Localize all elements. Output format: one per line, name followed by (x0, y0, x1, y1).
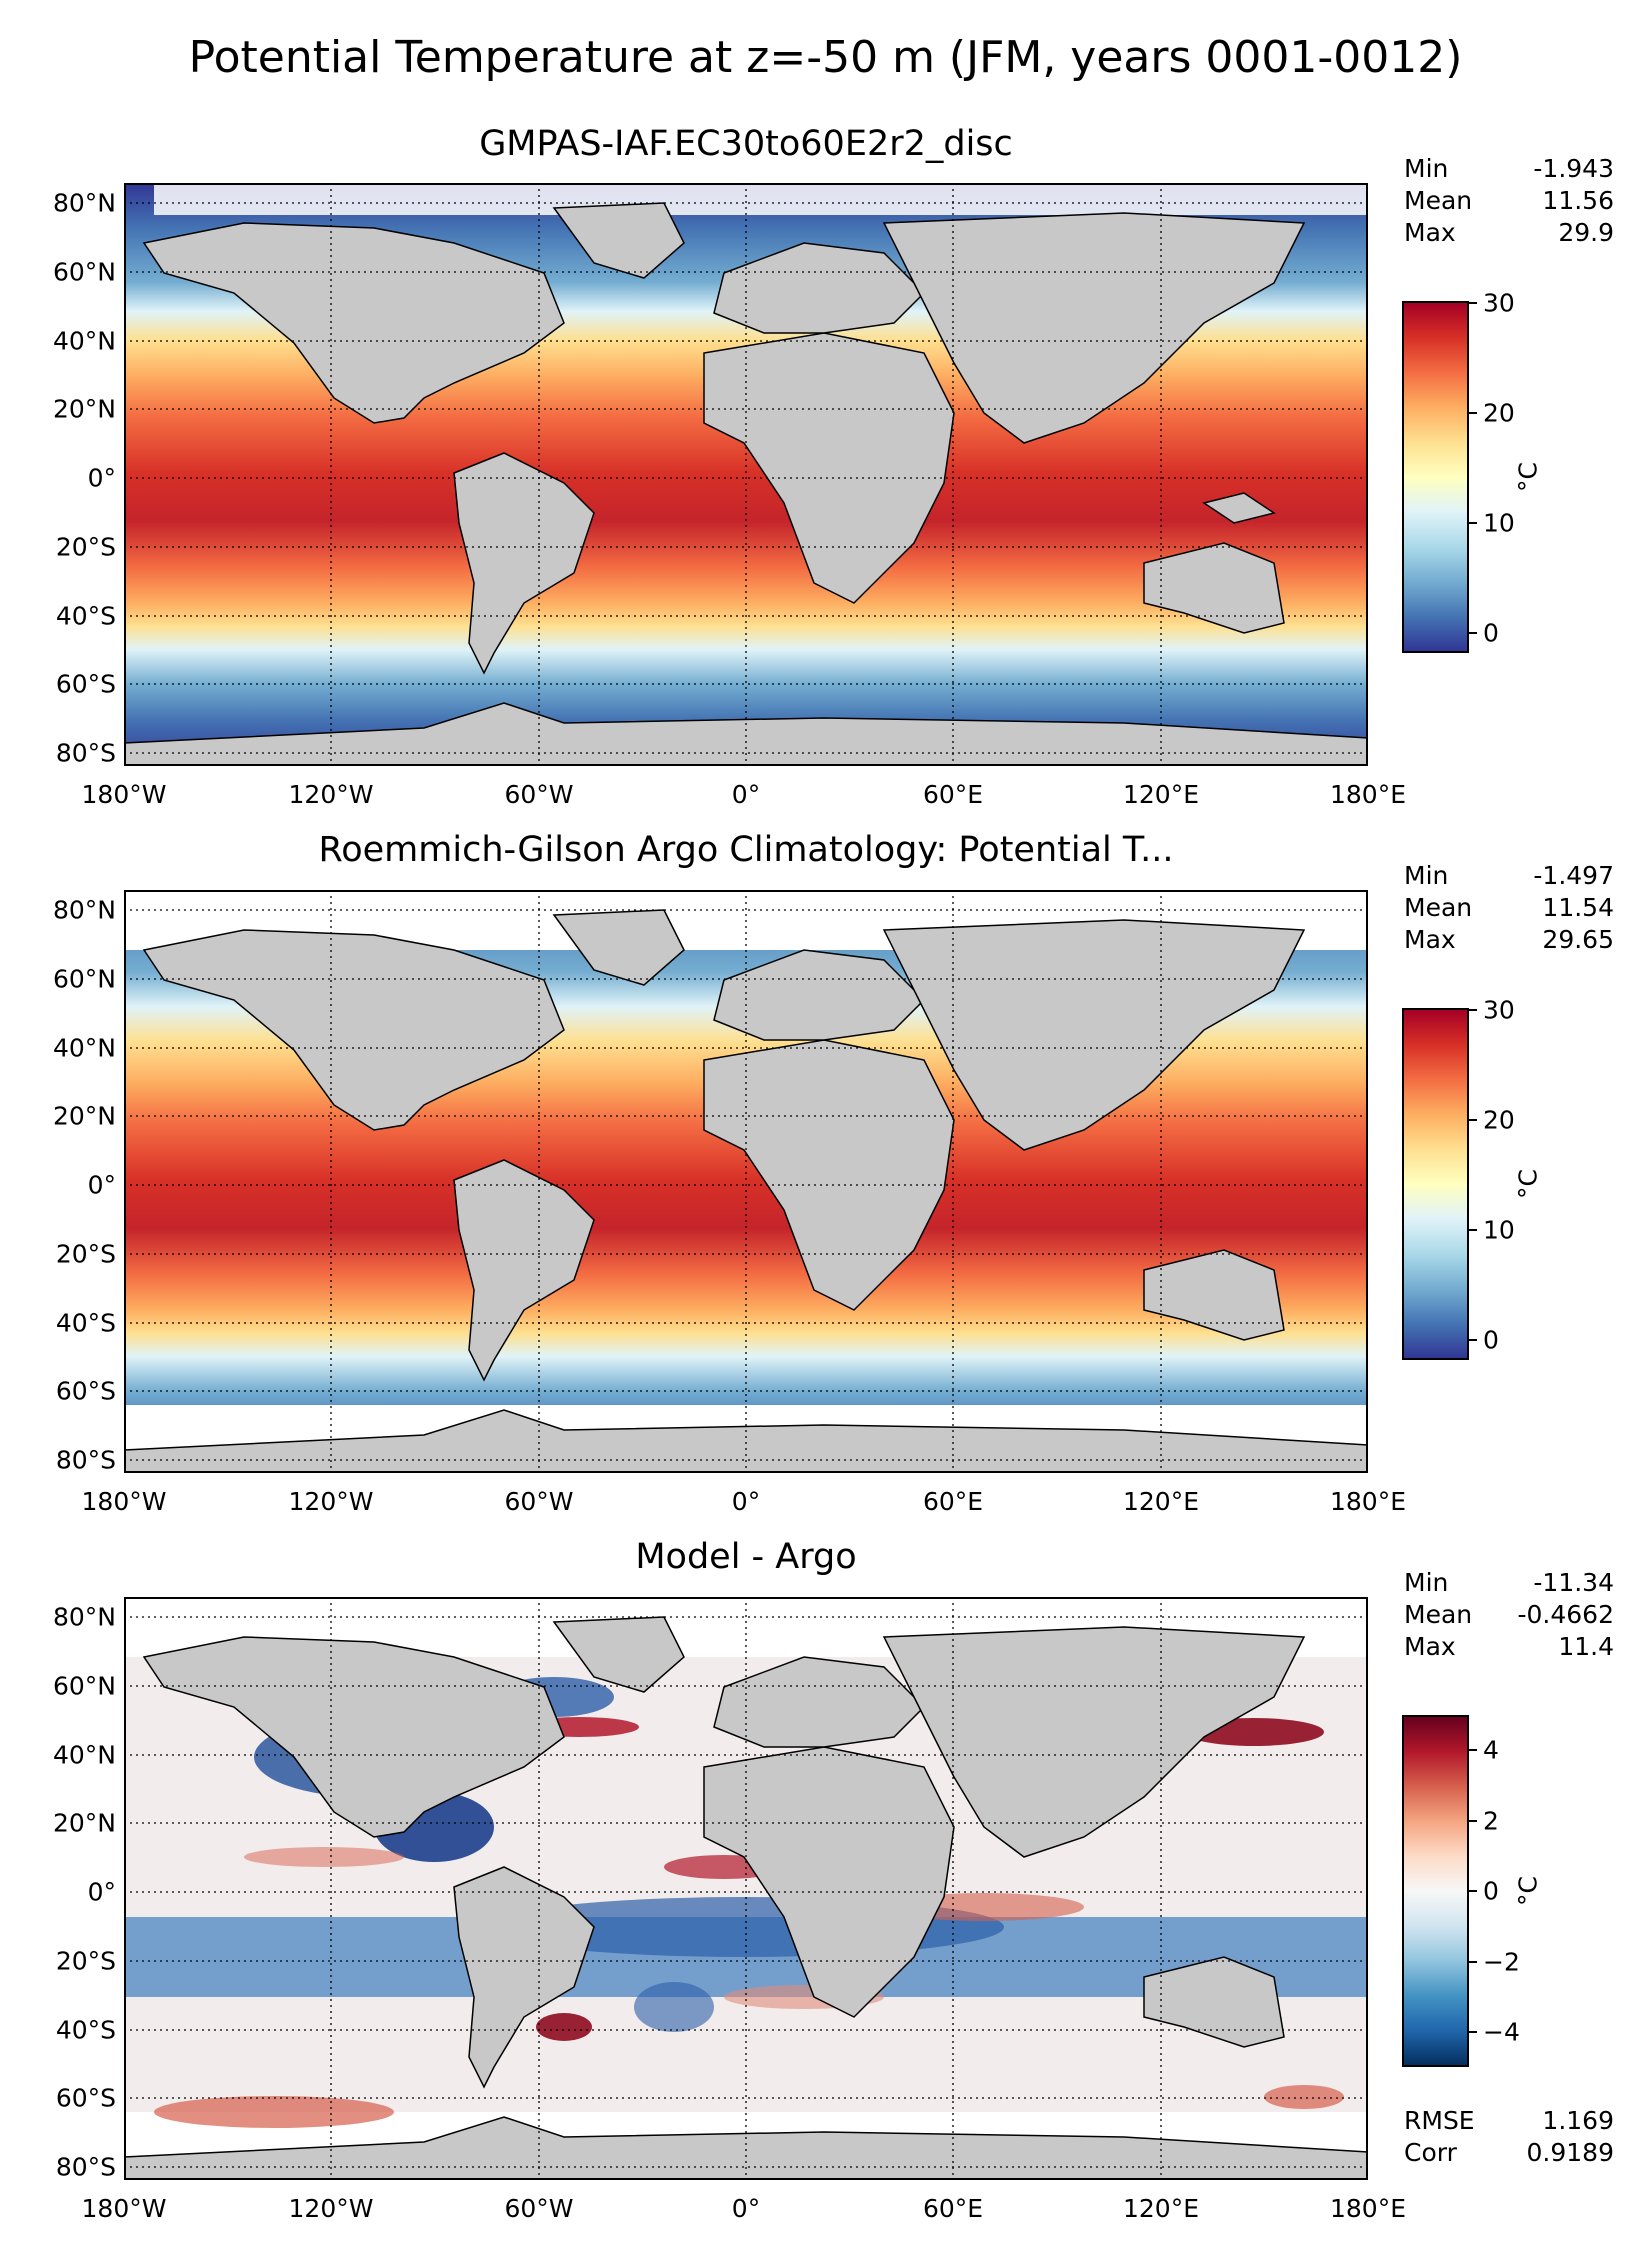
axes-frame (124, 183, 1368, 766)
colorbar-1 (1402, 301, 1469, 653)
colorbar-3-unit: °C (1513, 1876, 1543, 1906)
axes-frame (124, 890, 1368, 1473)
panel-1-title: GMPAS-IAF.EC30to60E2r2_disc (479, 124, 1013, 164)
land-mask (124, 1616, 1368, 2180)
land-mask (124, 202, 1368, 766)
map-panel-difference[interactable] (124, 1597, 1368, 2180)
cbar2-tick: 20 (1483, 1105, 1515, 1135)
cbar2-tick: 30 (1483, 995, 1515, 1025)
cbar2-tick: 10 (1483, 1215, 1515, 1245)
cbar1-tick: 30 (1483, 288, 1515, 318)
cbar3-tick: −4 (1483, 2017, 1520, 2047)
cbar3-tick: 4 (1483, 1735, 1499, 1765)
cbar3-tick: 2 (1483, 1806, 1499, 1836)
stats-box-3: Min -11.34 Mean -0.4662 Max 11.4 (1404, 1568, 1614, 1661)
colorbar-2 (1402, 1008, 1469, 1360)
graticule (124, 890, 1368, 1473)
colorbar-1-unit: °C (1513, 462, 1543, 492)
land-mask (124, 909, 1368, 1473)
cbar1-tick: 10 (1483, 508, 1515, 538)
axes-frame (124, 1597, 1368, 2180)
stats-box-1: Min -1.943 Mean 11.56 Max 29.9 (1404, 154, 1614, 247)
rmse-corr-box: RMSE 1.169 Corr 0.9189 (1404, 2106, 1614, 2167)
colorbar-2-unit: °C (1513, 1169, 1543, 1199)
stats-box-2: Min -1.497 Mean 11.54 Max 29.65 (1404, 861, 1614, 954)
cbar1-tick: 20 (1483, 398, 1515, 428)
cbar2-tick: 0 (1483, 1325, 1499, 1355)
arctic-mask (154, 183, 1368, 215)
colorbar-3 (1402, 1715, 1469, 2067)
graticule (124, 1597, 1368, 2180)
map-panel-argo[interactable] (124, 890, 1368, 1473)
panel-2-title: Roemmich-Gilson Argo Climatology: Potent… (318, 830, 1174, 870)
cbar3-tick: 0 (1483, 1876, 1499, 1906)
panel-3-title: Model - Argo (635, 1537, 857, 1577)
cbar1-tick: 0 (1483, 618, 1499, 648)
cbar3-tick: −2 (1483, 1947, 1520, 1977)
map-panel-model[interactable] (124, 183, 1368, 766)
graticule (124, 183, 1368, 766)
figure-title: Potential Temperature at z=-50 m (JFM, y… (188, 32, 1463, 83)
